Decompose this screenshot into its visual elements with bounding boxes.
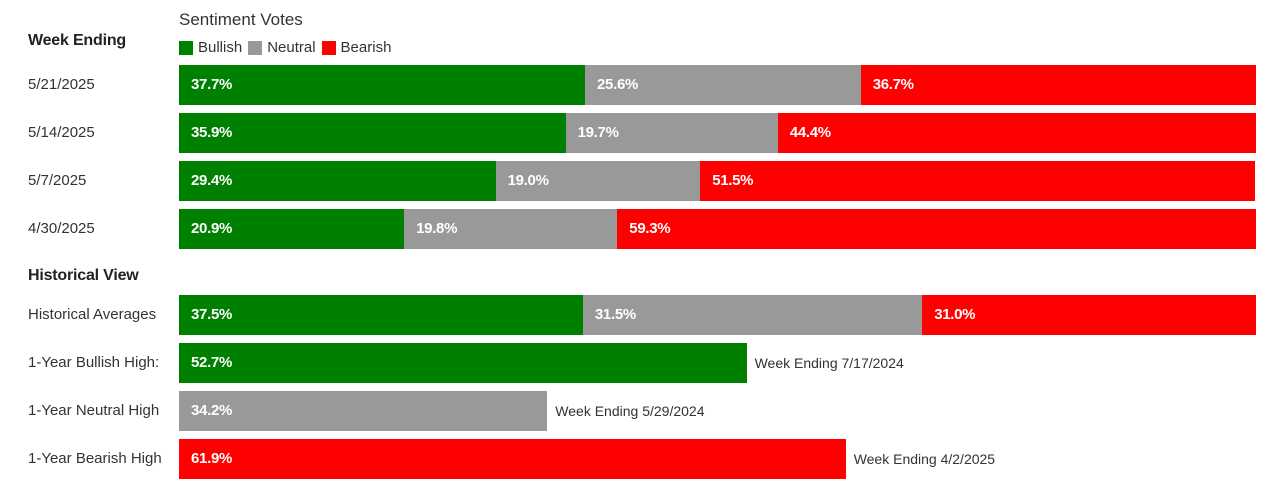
high-bar: 52.7% xyxy=(179,343,747,383)
bar-segment-neutral: 31.5% xyxy=(582,295,923,335)
data-label: 51.5% xyxy=(712,172,754,189)
legend-item-bearish: Bearish xyxy=(321,39,392,56)
data-label: 61.9% xyxy=(191,450,233,467)
bar-segment-bullish: 20.9% xyxy=(179,209,405,249)
data-label: 44.4% xyxy=(789,124,831,141)
row-label: 5/14/2025 xyxy=(28,124,95,141)
high-week-note: Week Ending 5/29/2024 xyxy=(555,403,705,419)
data-label: 20.9% xyxy=(191,220,233,237)
legend-label: Bearish xyxy=(340,39,392,56)
data-label: 25.6% xyxy=(597,76,639,93)
data-label: 19.7% xyxy=(577,124,619,141)
row-label: 5/21/2025 xyxy=(28,76,95,93)
row-label: 4/30/2025 xyxy=(28,220,95,237)
data-label: 19.8% xyxy=(416,220,458,237)
data-label: 34.2% xyxy=(191,402,233,419)
data-label: 31.5% xyxy=(594,306,636,323)
row-label: 1-Year Neutral High xyxy=(28,402,160,419)
bar-segment-bullish: 29.4% xyxy=(179,161,496,201)
row-label: 1-Year Bullish High: xyxy=(28,354,160,371)
week-ending-header: Week Ending xyxy=(28,32,126,49)
bar-segment-neutral: 19.7% xyxy=(565,113,778,153)
high-bar: 61.9% xyxy=(179,439,846,479)
bar-segment-neutral: 19.0% xyxy=(495,161,701,201)
historical-view-header: Historical View xyxy=(28,267,139,284)
stacked-bar-row: 37.5% 31.5% 31.0% xyxy=(179,295,1257,335)
high-bar: 34.2% xyxy=(179,391,548,431)
data-label: 35.9% xyxy=(191,124,233,141)
high-week-note: Week Ending 4/2/2025 xyxy=(853,451,996,467)
stacked-bar-row: 20.9% 19.8% 59.3% xyxy=(179,209,1256,249)
legend-swatch xyxy=(321,40,336,55)
row-label: 1-Year Bearish High xyxy=(28,450,162,467)
legend-swatch xyxy=(248,40,263,55)
legend-swatch xyxy=(179,40,193,55)
bar-segment-bearish: 44.4% xyxy=(777,113,1256,153)
data-label: 37.5% xyxy=(191,306,233,323)
legend-title: Sentiment Votes xyxy=(179,10,303,29)
data-label: 59.3% xyxy=(629,220,671,237)
bar-segment-bearish: 59.3% xyxy=(617,209,1256,249)
bar-segment-bearish: 36.7% xyxy=(860,65,1256,105)
legend-label: Neutral xyxy=(267,39,316,56)
legend: Bullish Neutral Bearish xyxy=(179,39,397,56)
bar-segment-neutral: 25.6% xyxy=(585,65,861,105)
data-label: 37.7% xyxy=(191,76,233,93)
stacked-bar-row: 29.4% 19.0% 51.5% xyxy=(179,161,1255,201)
data-label: 52.7% xyxy=(191,354,233,371)
data-label: 36.7% xyxy=(872,76,914,93)
legend-item-bullish: Bullish xyxy=(179,39,242,56)
high-week-note: Week Ending 7/17/2024 xyxy=(754,355,904,371)
bar-segment-bullish: 35.9% xyxy=(179,113,566,153)
row-label: Historical Averages xyxy=(28,306,157,323)
stacked-bar-row: 37.7% 25.6% 36.7% xyxy=(179,65,1256,105)
stacked-bar-row: 35.9% 19.7% 44.4% xyxy=(179,113,1256,153)
bar-segment-bearish: 51.5% xyxy=(700,161,1255,201)
row-label: 5/7/2025 xyxy=(28,172,87,189)
legend-label: Bullish xyxy=(198,39,243,56)
data-label: 19.0% xyxy=(507,172,549,189)
legend-item-neutral: Neutral xyxy=(248,39,316,56)
bar-segment-bullish: 37.7% xyxy=(179,65,585,105)
bar-segment-bearish: 31.0% xyxy=(922,295,1257,335)
data-label: 31.0% xyxy=(934,306,976,323)
data-label: 29.4% xyxy=(191,172,233,189)
bar-segment-neutral: 19.8% xyxy=(404,209,618,249)
bar-segment-bullish: 37.5% xyxy=(179,295,583,335)
